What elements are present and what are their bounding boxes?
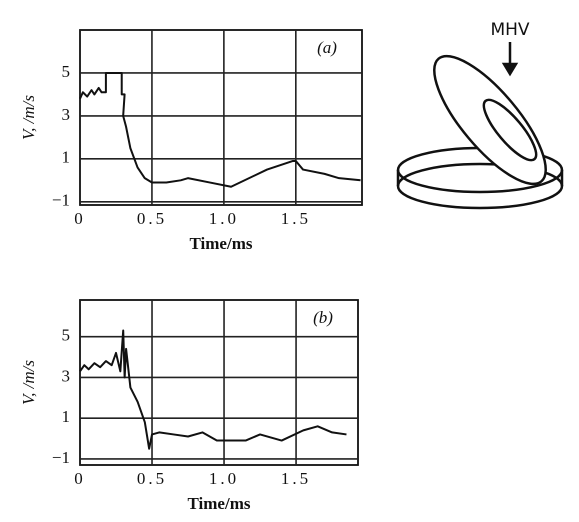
data-line xyxy=(79,71,361,188)
y-tick-label: −1 xyxy=(52,448,70,467)
diagram-label: MHV xyxy=(490,20,529,40)
y-axis-label: V, /m/s xyxy=(19,95,38,140)
y-tick-label: 5 xyxy=(62,62,71,81)
y-tick-label: 3 xyxy=(62,105,71,124)
annotation-box xyxy=(300,306,346,332)
y-tick-label: 3 xyxy=(62,366,71,385)
y-tick-label: 1 xyxy=(62,148,71,167)
x-axis-label: Time/ms xyxy=(190,234,253,253)
annotation-box xyxy=(304,36,350,62)
x-tick-label: 1.0 xyxy=(209,209,239,228)
valve-hole xyxy=(482,98,538,162)
data-line xyxy=(79,329,347,450)
x-tick-label: 0 xyxy=(74,209,86,228)
arrow-head xyxy=(501,62,519,77)
y-axis-label: V, /m/s xyxy=(19,360,38,405)
y-tick-label: −1 xyxy=(52,191,70,210)
panel-annotation: (a) xyxy=(317,38,337,57)
x-tick-label: 1.5 xyxy=(281,209,311,228)
panel-annotation: (b) xyxy=(313,308,333,327)
x-tick-label: 0 xyxy=(74,469,86,488)
x-tick-label: 1.0 xyxy=(209,469,239,488)
x-tick-label: 0.5 xyxy=(137,209,167,228)
y-tick-label: 1 xyxy=(62,407,71,426)
x-tick-label: 1.5 xyxy=(281,469,311,488)
x-tick-label: 0.5 xyxy=(137,469,167,488)
y-tick-label: 5 xyxy=(62,326,71,345)
valve-diagram xyxy=(396,42,564,210)
x-axis-label: Time/ms xyxy=(188,494,251,513)
